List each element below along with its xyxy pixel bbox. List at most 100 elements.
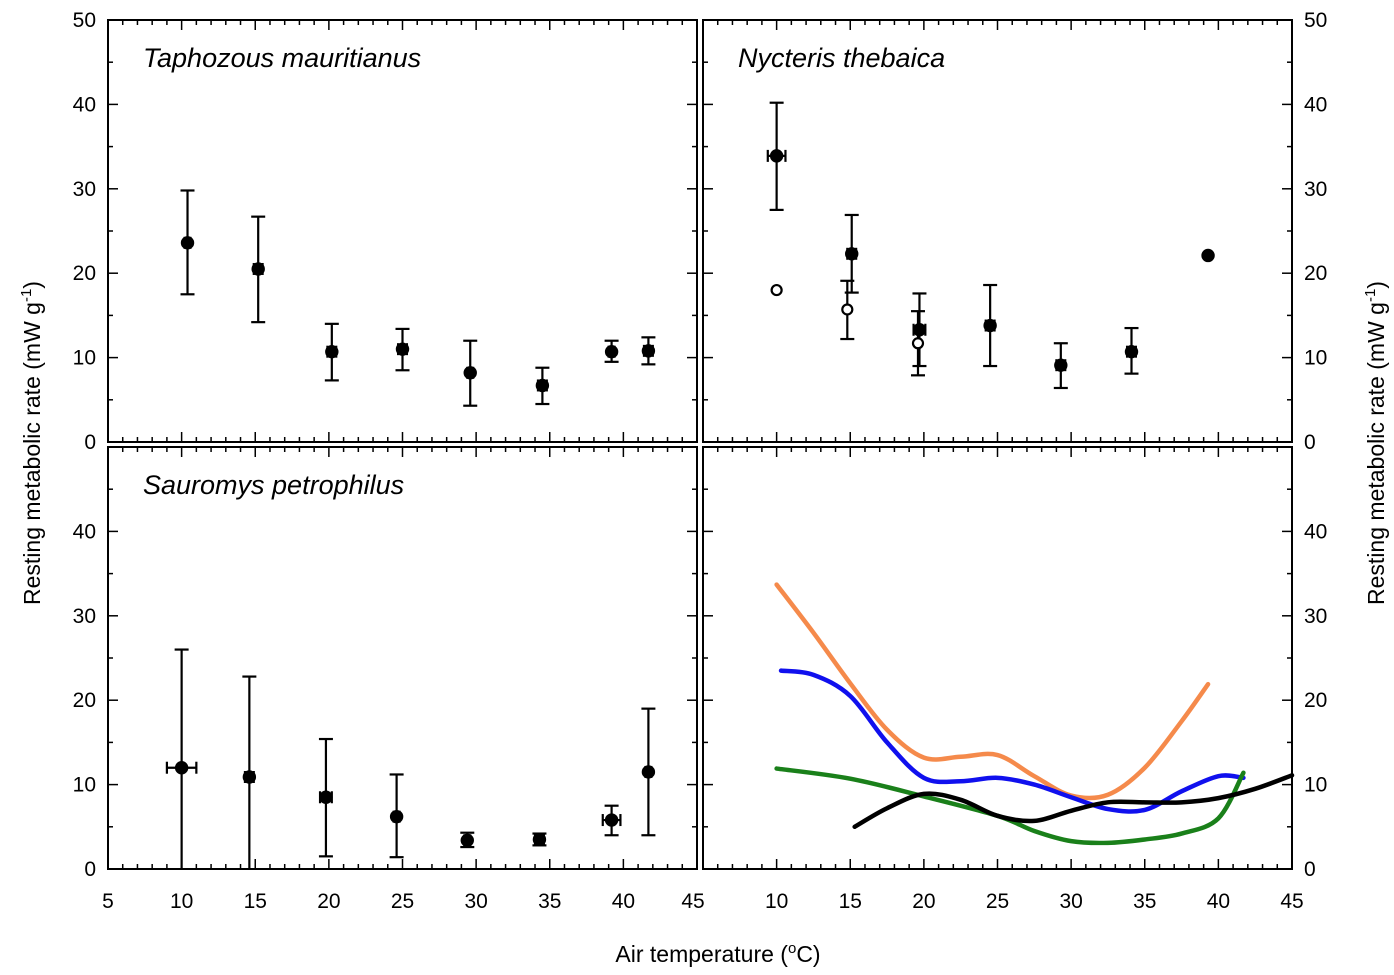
y-tick-label-right: 10 [1304,347,1327,370]
x-tick-label: 15 [839,890,862,913]
series-line [852,773,1295,830]
y-tick-label-left: 40 [73,93,96,116]
y-tick-label-left: 10 [73,774,96,797]
panel-title: Taphozous mauritianus [143,43,421,73]
panel-frames [107,19,1293,870]
filled-marker [604,813,619,827]
data-point [532,832,547,847]
y-tick-label-right: 20 [1304,262,1327,285]
x-axis-title: Air temperature (oC) [615,940,820,967]
y-tick-label-left: 0 [84,431,96,454]
y-tick-label-left: 20 [73,262,96,285]
y-tick-label-right: 30 [1304,605,1327,628]
filled-marker [180,236,195,250]
x-tick-label: 45 [681,890,704,913]
panel-frame-top-right [702,19,1293,443]
data-point [601,804,622,837]
filled-marker [769,149,784,163]
x-tick-label: 10 [765,890,788,913]
data-point [318,737,333,858]
filled-marker [535,378,550,393]
y-tick-label-right: 0 [1304,858,1316,881]
data-layer [165,101,1295,869]
filled-marker [532,832,547,847]
filled-marker [242,770,257,784]
y-tick-label-left: 20 [73,689,96,712]
open-marker [911,337,925,350]
data-point [242,675,257,869]
data-point [251,215,266,324]
y-tick-label-right: 50 [1304,9,1327,32]
x-tick-label: 30 [1059,890,1082,913]
series-line [778,668,1246,814]
x-tick-label: 35 [538,890,561,913]
y-tick-label-right: 20 [1304,689,1327,712]
y-tick-label-right: 10 [1304,774,1327,797]
x-tick-label: 20 [317,890,340,913]
y-tick-label-right: 40 [1304,520,1327,543]
data-point [1053,342,1068,390]
filled-marker [1054,358,1068,372]
data-point [641,707,656,837]
data-point [844,213,859,294]
x-tick-label: 25 [986,890,1009,913]
data-point [180,189,195,296]
data-point [910,310,925,377]
series-line [774,766,1246,846]
data-point [983,283,998,368]
x-tick-label: 45 [1280,890,1303,913]
y-tick-label-left: 50 [73,9,96,32]
data-point [604,339,619,363]
x-tick-label: 10 [170,890,193,913]
y-axis-title-right: Resting metabolic rate (mW g-1) [1362,281,1389,605]
filled-marker [912,323,927,337]
y-tick-label-right: 30 [1304,178,1327,201]
y-axis-title-left: Resting metabolic rate (mW g-1) [18,281,45,605]
x-tick-label: 15 [244,890,267,913]
data-point [463,339,478,407]
x-tick-label: 30 [464,890,487,913]
axis-labels: Taphozous mauritianus Nycteris thebaica Sa… [73,9,1328,913]
y-tick-label-left: 10 [73,347,96,370]
filled-marker [845,247,859,261]
data-point [165,648,198,869]
filled-marker [1201,248,1215,263]
x-tick-label: 25 [391,890,414,913]
filled-marker [641,765,656,779]
y-tick-label-left: 30 [73,178,96,201]
series-line [774,582,1211,801]
data-point [766,101,787,211]
data-point [1124,326,1139,375]
panel-title: Sauromys petrophilus [143,470,404,500]
filled-marker [983,318,997,333]
data-point [460,831,475,849]
panel-frame-top-left [107,19,698,443]
data-point [395,327,410,372]
open-marker [841,303,854,316]
data-point [641,336,656,366]
data-point [324,322,339,382]
y-tick-label-right: 0 [1304,431,1316,454]
y-tick-label-left: 30 [73,605,96,628]
filled-marker [1124,344,1139,359]
filled-marker [319,790,333,804]
data-point [770,283,783,297]
data-point [1201,248,1215,263]
x-tick-label: 20 [912,890,935,913]
filled-marker [325,344,339,359]
filled-marker [463,366,477,380]
filled-marker [604,344,619,359]
y-tick-label-left: 40 [73,520,96,543]
filled-marker [389,809,404,824]
x-tick-label: 35 [1133,890,1156,913]
data-point [912,292,927,368]
data-point [535,366,550,406]
filled-marker [395,342,410,356]
filled-marker [251,262,265,276]
filled-marker [174,761,189,775]
x-tick-label: 40 [612,890,635,913]
filled-marker [641,344,656,358]
axis-ticks [107,19,1293,870]
y-tick-label-left: 0 [84,858,96,881]
